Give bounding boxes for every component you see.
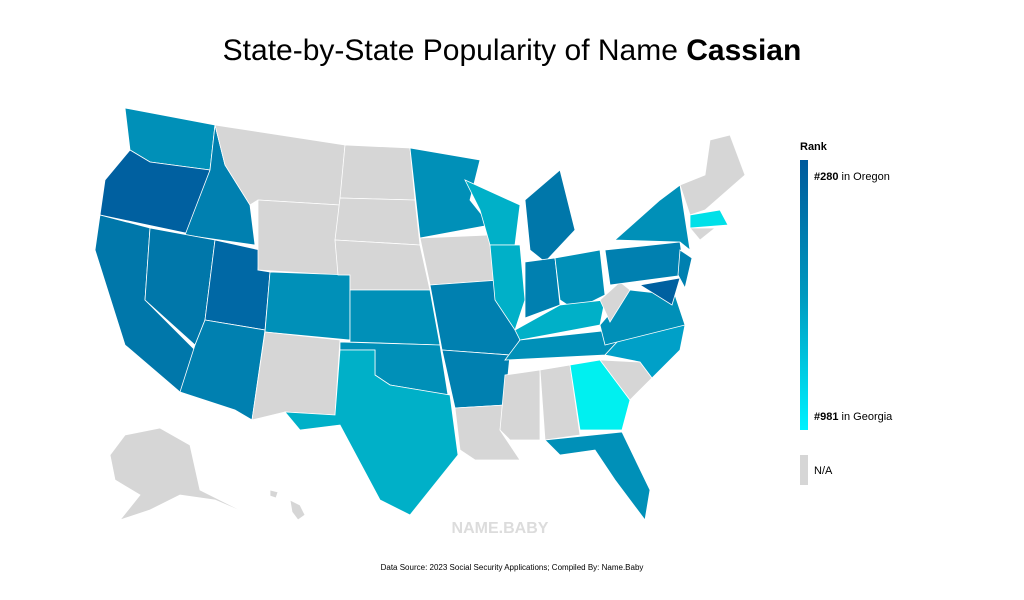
source: Data Source: 2023 Social Security Applic… [381,563,644,572]
legend-bottom-label: in Georgia [838,411,893,423]
legend-gradient [800,160,808,430]
legend-top-label: in Oregon [838,171,889,183]
legend-title: Rank [800,141,828,153]
title: State-by-State Popularity of Name Cassia… [223,34,802,67]
title-text: State-by-State Popularity of Name [223,34,687,67]
us-map [94,107,746,521]
legend-bottom: #981 in Georgia [814,411,893,423]
legend-top: #280 in Oregon [814,171,890,183]
legend-na-swatch [800,455,808,485]
legend-bottom-rank: #981 [814,411,838,423]
legend-top-rank: #280 [814,171,838,183]
watermark: NAME.BABY [452,520,549,537]
title-name: Cassian [686,34,801,67]
legend-na: N/A [814,465,833,477]
